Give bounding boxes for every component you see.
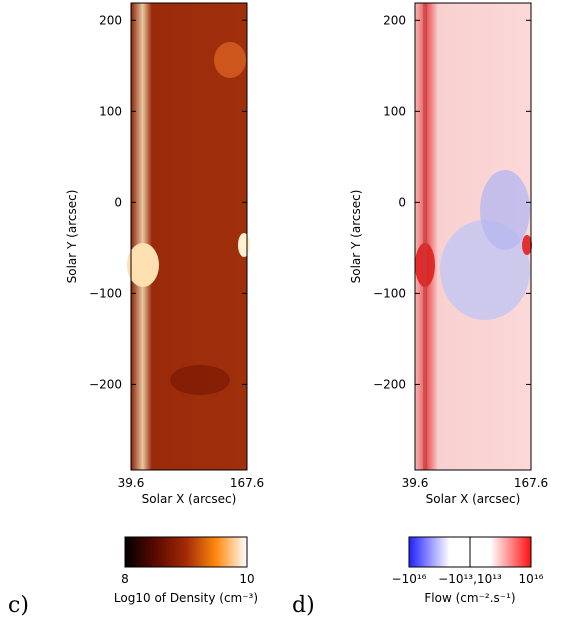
y-tick-label: 200 xyxy=(383,13,406,27)
y-tick-label: −200 xyxy=(89,377,122,391)
x-tick-label: 39.6 xyxy=(118,476,145,490)
colorbar-tick-label: −10¹⁶ xyxy=(392,572,427,586)
y-tick-label: −100 xyxy=(373,286,406,300)
colorbar-label: Flow (cm⁻².s⁻¹) xyxy=(424,591,515,605)
colorbar-label: Log10 of Density (cm⁻³) xyxy=(114,591,258,605)
panel-label: c) xyxy=(8,593,29,618)
y-tick-label: 100 xyxy=(383,104,406,118)
y-tick-label: 200 xyxy=(99,13,122,27)
x-axis-label: Solar X (arcsec) xyxy=(426,492,521,506)
x-axis-label: Solar X (arcsec) xyxy=(142,492,237,506)
colorbar-tick-label: −10¹³,10¹³ xyxy=(438,572,502,586)
y-axis-label: Solar Y (arcsec) xyxy=(65,190,79,284)
y-tick-label: 0 xyxy=(114,195,122,209)
colorbar xyxy=(124,536,248,568)
x-tick-label: 167.6 xyxy=(514,476,548,490)
panel-label: d) xyxy=(292,593,315,618)
colorbar-tick-label: 10¹⁶ xyxy=(519,572,544,586)
panel-d-image xyxy=(415,3,532,470)
y-tick-label: 100 xyxy=(99,104,122,118)
colorbar-tick-label: 10 xyxy=(239,572,254,586)
y-axis-label: Solar Y (arcsec) xyxy=(349,190,363,284)
plot-frame xyxy=(130,2,248,471)
colorbar-tick-label: 8 xyxy=(121,572,129,586)
x-tick-label: 39.6 xyxy=(402,476,429,490)
x-tick-label: 167.6 xyxy=(230,476,264,490)
y-tick-label: −200 xyxy=(373,377,406,391)
plot-frame xyxy=(414,2,532,471)
panel-c-image xyxy=(127,3,250,470)
y-tick-label: 0 xyxy=(398,195,406,209)
y-tick-label: −100 xyxy=(89,286,122,300)
